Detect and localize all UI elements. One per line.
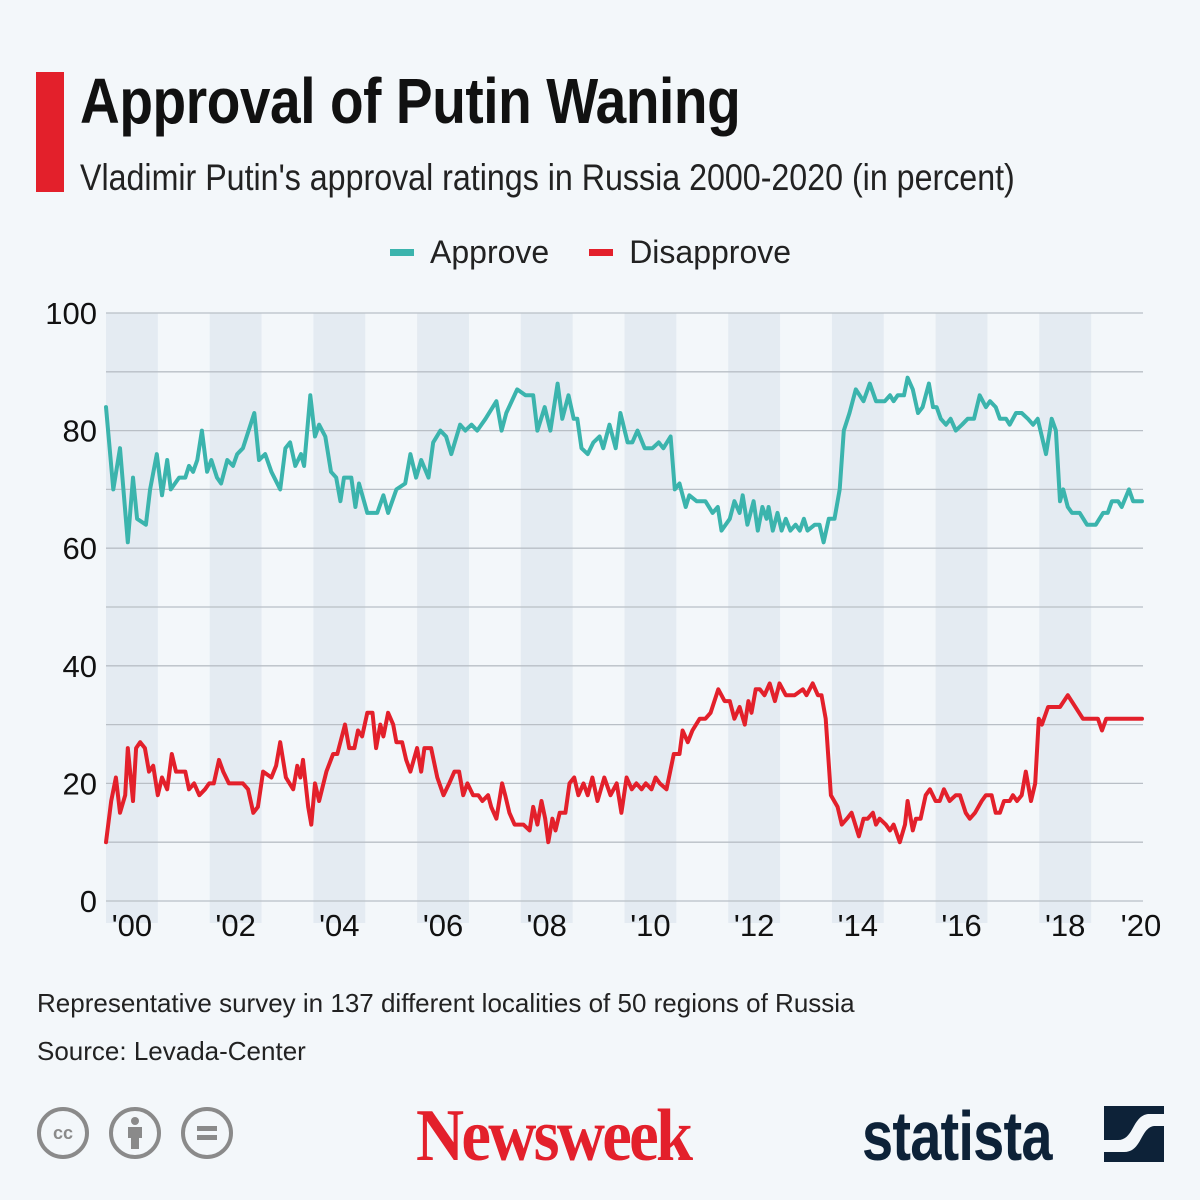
x-tick-label: '10 — [630, 908, 670, 943]
x-tick-label: '04 — [319, 908, 359, 943]
x-tick-label: '20 — [1121, 908, 1161, 943]
statista-mark-icon — [1104, 1106, 1164, 1162]
year-band — [106, 313, 158, 923]
source-note: Source: Levada-Center — [37, 1036, 306, 1066]
x-tick-label: '06 — [423, 908, 463, 943]
legend-swatch-disapprove — [589, 249, 614, 256]
x-tick-label: '00 — [112, 908, 152, 943]
series-line-disapprove — [104, 681, 1144, 845]
attribution-icon — [109, 1107, 161, 1159]
legend-item-approve: Approve — [390, 234, 549, 271]
legend-item-disapprove: Disapprove — [589, 234, 791, 271]
year-band — [209, 313, 262, 923]
chart-legend: Approve Disapprove — [390, 234, 831, 271]
y-tick-label: 0 — [80, 884, 97, 919]
legend-swatch-approve — [390, 249, 414, 256]
year-band — [624, 313, 677, 923]
page-subtitle: Vladimir Putin's approval ratings in Rus… — [80, 157, 1015, 198]
y-tick-label: 20 — [63, 766, 97, 801]
statista-logo: statista — [862, 1097, 1052, 1175]
newsweek-logo: Newsweek — [416, 1095, 693, 1177]
year-band — [728, 313, 781, 923]
x-tick-label: '18 — [1045, 908, 1085, 943]
line-chart: 0 20 40 60 80 100 '00 '02 '04 '06 '08 '10 '12 '14 '16 '… — [45, 296, 1161, 943]
series-line-approve — [104, 375, 1144, 545]
x-tick-label: '16 — [941, 908, 981, 943]
x-tick-label: '02 — [215, 908, 255, 943]
y-tick-label: 40 — [63, 649, 97, 684]
y-tick-label: 80 — [63, 414, 97, 449]
legend-label-disapprove: Disapprove — [629, 234, 792, 270]
y-tick-label: 60 — [63, 531, 97, 566]
page-title: Approval of Putin Waning — [80, 65, 741, 137]
year-band — [313, 313, 366, 923]
year-band — [935, 313, 988, 923]
y-tick-label: 100 — [45, 296, 97, 331]
legend-label-approve: Approve — [430, 234, 550, 270]
accent-bar — [36, 72, 64, 192]
x-tick-label: '08 — [527, 908, 567, 943]
x-tick-label: '14 — [838, 908, 878, 943]
year-band — [1039, 313, 1092, 923]
year-band — [417, 313, 469, 923]
x-tick-label: '12 — [734, 908, 774, 943]
no-derivatives-icon — [181, 1107, 233, 1159]
survey-note: Representative survey in 137 different l… — [37, 988, 855, 1018]
cc-icon: cc — [37, 1107, 89, 1159]
